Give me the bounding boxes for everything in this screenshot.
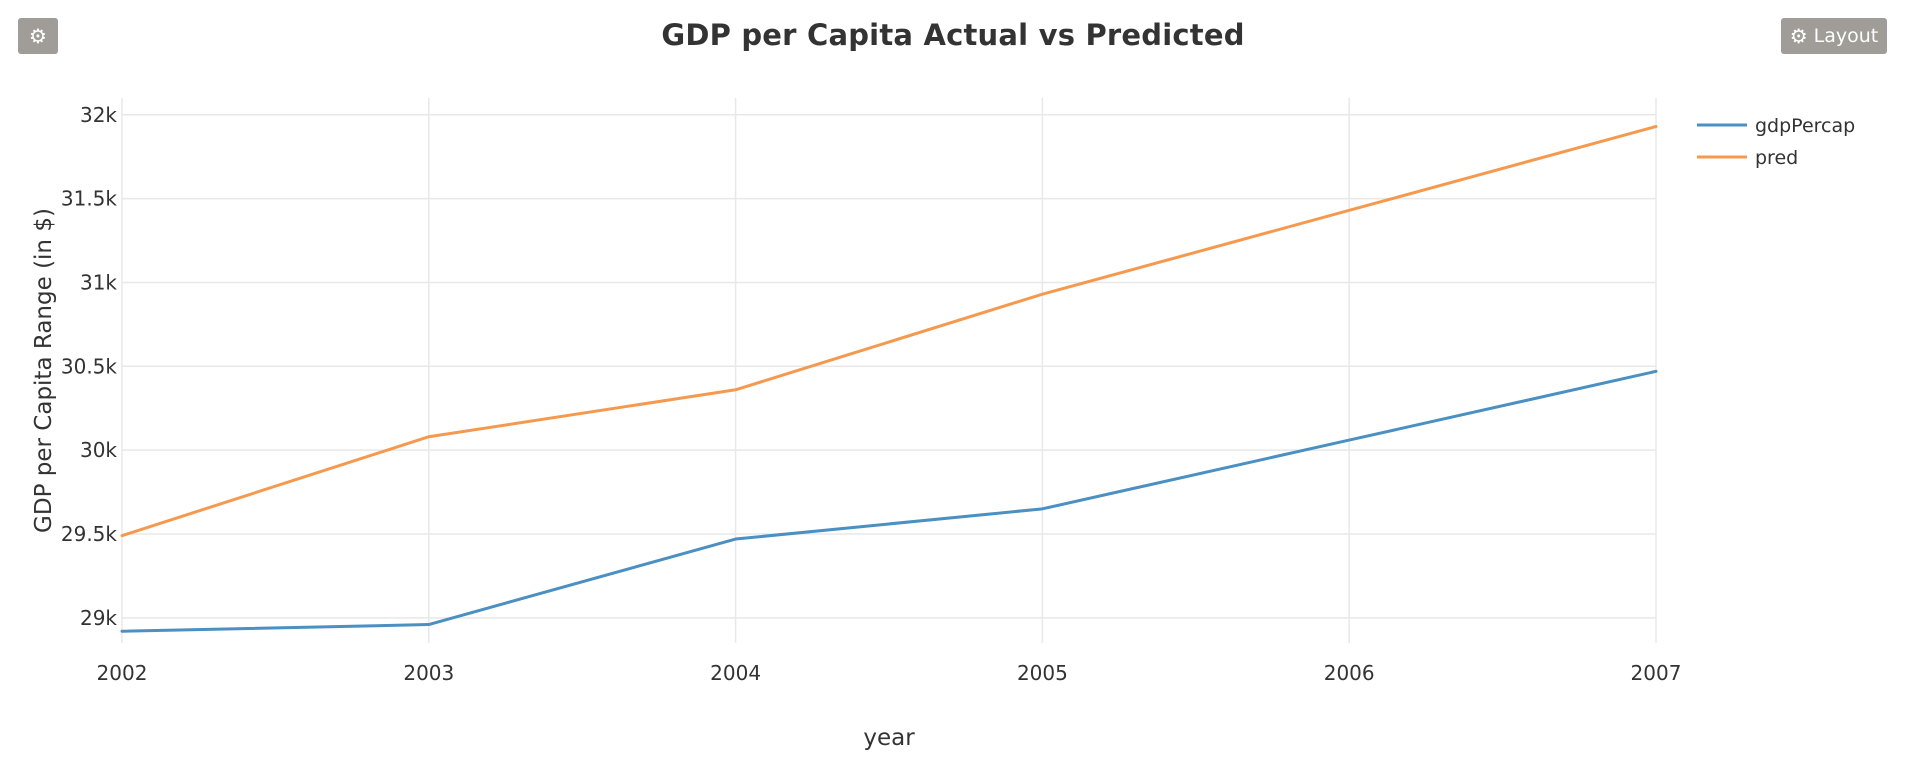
- y-axis-title: GDP per Capita Range (in $): [31, 208, 57, 533]
- data-point-pred[interactable]: [1346, 207, 1352, 213]
- y-tick-label: 31k: [80, 270, 117, 294]
- legend-item-gdpPercap[interactable]: gdpPercap: [1697, 115, 1855, 137]
- series-lines: [119, 124, 1659, 634]
- series-line-pred[interactable]: [120, 125, 1658, 538]
- data-point-pred[interactable]: [1039, 291, 1045, 297]
- x-tick-label: 2006: [1324, 661, 1375, 685]
- data-point-gdpPercap[interactable]: [1653, 368, 1659, 374]
- y-tick-label: 29k: [80, 606, 117, 630]
- y-axis-ticks: 29k 29.5k 30k 30.5k 31k 31.5k 32k: [61, 103, 118, 630]
- y-tick-label: 30.5k: [61, 354, 118, 378]
- gear-icon: ⚙: [1789, 24, 1808, 48]
- gear-icon: ⚙: [29, 24, 47, 48]
- x-axis-ticks: 2002 2003 2004 2005 2006 2007: [97, 661, 1682, 685]
- data-point-gdpPercap[interactable]: [426, 622, 432, 628]
- y-tick-label: 30k: [80, 438, 117, 462]
- legend-label: gdpPercap: [1755, 115, 1855, 137]
- settings-button[interactable]: ⚙: [18, 18, 58, 54]
- layout-button-label: Layout: [1813, 25, 1879, 47]
- x-tick-label: 2004: [710, 661, 761, 685]
- x-tick-label: 2002: [97, 661, 148, 685]
- x-tick-label: 2003: [403, 661, 454, 685]
- data-point-gdpPercap[interactable]: [1039, 506, 1045, 512]
- chart-title: GDP per Capita Actual vs Predicted: [661, 18, 1245, 52]
- data-point-pred[interactable]: [119, 533, 125, 539]
- grid: [121, 98, 1657, 643]
- legend-item-pred[interactable]: pred: [1697, 147, 1798, 169]
- data-point-gdpPercap[interactable]: [733, 536, 739, 542]
- y-tick-label: 32k: [80, 103, 117, 127]
- legend[interactable]: gdpPercap pred: [1697, 115, 1855, 169]
- data-point-pred[interactable]: [1653, 124, 1659, 130]
- data-point-gdpPercap[interactable]: [119, 628, 125, 634]
- series-line-gdpPercap[interactable]: [120, 369, 1658, 633]
- data-point-pred[interactable]: [426, 434, 432, 440]
- x-axis-title: year: [863, 725, 915, 751]
- data-point-pred[interactable]: [733, 387, 739, 393]
- x-tick-label: 2005: [1017, 661, 1068, 685]
- y-tick-label: 31.5k: [61, 187, 118, 211]
- data-point-gdpPercap[interactable]: [1346, 437, 1352, 443]
- y-tick-label: 29.5k: [61, 522, 118, 546]
- layout-button[interactable]: ⚙ Layout: [1781, 18, 1887, 54]
- legend-label: pred: [1755, 147, 1798, 169]
- x-tick-label: 2007: [1631, 661, 1682, 685]
